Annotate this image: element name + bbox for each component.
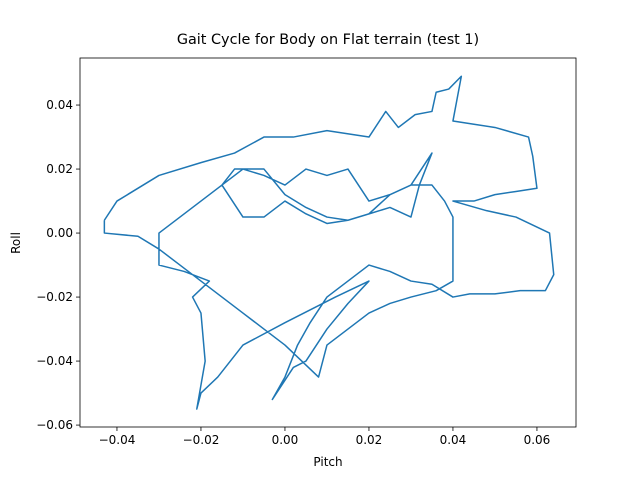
y-tick-label: −0.02	[36, 290, 73, 304]
x-tick-label: 0.06	[524, 433, 551, 447]
x-axis-label: Pitch	[313, 455, 342, 469]
chart-title: Gait Cycle for Body on Flat terrain (tes…	[177, 32, 479, 48]
y-tick-label: 0.00	[46, 226, 73, 240]
data-line	[103, 75, 555, 410]
x-tick-label: −0.02	[183, 433, 220, 447]
x-tick-label: 0.04	[440, 433, 467, 447]
y-axis-label: Roll	[9, 232, 23, 254]
y-tick-label: −0.06	[36, 418, 73, 432]
x-tick-label: −0.04	[99, 433, 136, 447]
x-tick-label: 0.00	[272, 433, 299, 447]
x-tick-label: 0.02	[356, 433, 383, 447]
y-tick-label: 0.02	[46, 162, 73, 176]
y-tick-label: −0.04	[36, 354, 73, 368]
plot-frame	[79, 57, 577, 428]
y-tick-label: 0.04	[46, 98, 73, 112]
